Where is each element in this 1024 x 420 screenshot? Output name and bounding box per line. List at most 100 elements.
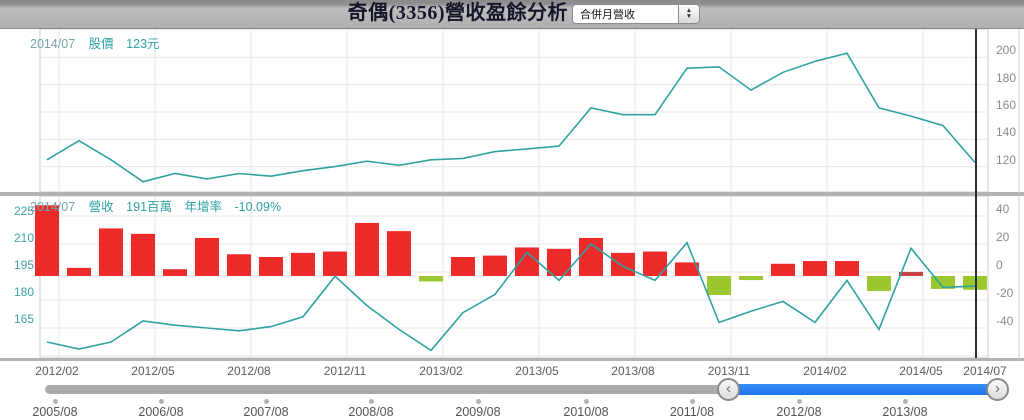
x-axis-label-2014/07: 2014/07: [963, 364, 1007, 378]
timeline-dot-2010/08: [584, 399, 589, 404]
price-ytick-120: 120: [996, 152, 1017, 167]
revenue-bar-2014/04: [867, 276, 891, 291]
timeline-dot-2011/08: [690, 399, 695, 404]
revenue-ytick-right--40: -40: [996, 314, 1014, 328]
x-axis-label-2012/11: 2012/11: [323, 364, 367, 378]
chevron-up-icon: ▲: [685, 6, 693, 14]
revenue-bar-2014/05: [899, 271, 923, 276]
report-type-value: 合併月營收: [572, 4, 678, 24]
revenue-bar-2014/03: [835, 261, 859, 276]
revenue-bar-2013/04: [483, 255, 507, 276]
timeline-left-handle[interactable]: ‹: [717, 378, 740, 401]
revenue-ytick-left-165: 165: [13, 312, 34, 327]
select-stepper-button[interactable]: ▲ ▼: [678, 4, 700, 24]
timeline-date-2005/08: 2005/08: [32, 405, 78, 419]
timeline-dot-2013/08: [903, 399, 908, 404]
price-panel: [39, 28, 989, 193]
revenue-info-value: 191百萬: [126, 200, 173, 214]
yoy-line: [46, 241, 976, 352]
timeline-dot-2008/08: [369, 399, 374, 404]
chevron-left-icon: ‹: [726, 380, 731, 397]
x-axis-label-2013/08: 2013/08: [611, 364, 655, 378]
revenue-bar-2013/03: [451, 256, 475, 276]
revenue-bars: [35, 205, 987, 296]
x-axis-label-2014/02: 2014/02: [803, 364, 847, 378]
x-axis-label-2014/05: 2014/05: [899, 364, 943, 378]
chevron-right-icon: ›: [995, 380, 1000, 397]
revenue-bar-2013/08: [611, 252, 635, 276]
timeline-date-2012/08: 2012/08: [776, 405, 822, 419]
price-ytick-140: 140: [996, 125, 1017, 140]
panel-bottom-edge: [0, 358, 1024, 361]
revenue-bar-2012/07: [195, 237, 219, 276]
timeline-date-2007/08: 2007/08: [243, 405, 289, 419]
yoy-info-value: -10.09%: [234, 200, 282, 214]
revenue-bar-2012/09: [259, 256, 283, 276]
revenue-info-date: 2014/07: [30, 200, 76, 214]
x-axis-label-2013/05: 2013/05: [515, 364, 559, 378]
x-axis-label-2012/08: 2012/08: [227, 364, 271, 378]
price-info-label: 2014/07 股價 123元: [30, 33, 160, 52]
price-info-name: 股價: [88, 37, 114, 51]
revenue-bar-2012/06: [163, 269, 187, 276]
revenue-ytick-left-210: 210: [13, 230, 34, 245]
price-ytick-160: 160: [996, 97, 1017, 112]
timeline-date-2010/08: 2010/08: [563, 405, 609, 419]
report-type-select[interactable]: 合併月營收 ▲ ▼: [572, 4, 700, 24]
price-ytick-180: 180: [996, 70, 1017, 85]
timeline-date-2006/08: 2006/08: [138, 405, 184, 419]
x-axis-label-2013/11: 2013/11: [707, 364, 751, 378]
revenue-ytick-right-40: 40: [996, 202, 1010, 216]
revenue-bar-2013/02: [419, 276, 443, 282]
revenue-bar-2014/02: [803, 261, 827, 276]
timeline-selected-range[interactable]: [729, 384, 997, 395]
header-bar: 奇偶(3356)營收盈餘分析 合併月營收 ▲ ▼: [0, 0, 1024, 29]
timeline-date-2013/08: 2013/08: [882, 405, 928, 419]
revenue-bar-2012/12: [355, 222, 379, 276]
revenue-bar-2013/01: [387, 231, 411, 276]
price-line: [46, 52, 976, 183]
timeline-dot-2006/08: [159, 399, 164, 404]
timeline-dot-2007/08: [264, 399, 269, 404]
revenue-bar-2012/05: [131, 233, 155, 276]
timeline-date-2009/08: 2009/08: [455, 405, 501, 419]
revenue-bar-2012/10: [291, 252, 315, 276]
revenue-bar-2014/01: [771, 263, 795, 276]
revenue-ytick-left-225: 225: [13, 203, 34, 218]
page-title: 奇偶(3356)營收盈餘分析: [347, 2, 568, 24]
revenue-bar-2013/11: [707, 276, 731, 296]
revenue-ytick-right-0: 0: [996, 258, 1003, 272]
revenue-ytick-right--20: -20: [996, 286, 1014, 300]
chevron-down-icon: ▼: [685, 13, 693, 20]
revenue-ytick-left-180: 180: [13, 285, 34, 300]
revenue-info-name: 營收: [88, 200, 114, 214]
revenue-bar-2012/04: [99, 228, 123, 276]
revenue-bar-2012/02: [35, 205, 59, 276]
revenue-bar-2012/03: [67, 267, 91, 276]
revenue-ytick-right-20: 20: [996, 230, 1010, 244]
x-axis-label-2013/02: 2013/02: [419, 364, 463, 378]
price-info-date: 2014/07: [30, 37, 76, 51]
x-axis-label-2012/05: 2012/05: [131, 364, 175, 378]
price-info-value: 123元: [126, 37, 160, 51]
timeline-date-2011/08: 2011/08: [669, 405, 715, 419]
x-axis-label-2012/02: 2012/02: [35, 364, 79, 378]
panel-divider: [0, 192, 1024, 196]
timeline-dot-2009/08: [476, 399, 481, 404]
yoy-info-name: 年增率: [184, 200, 223, 214]
timeline-scrollbar-track[interactable]: [45, 385, 1008, 394]
timeline-date-2008/08: 2008/08: [348, 405, 394, 419]
revenue-bar-2013/09: [643, 251, 667, 276]
timeline-dot-2012/08: [797, 399, 802, 404]
revenue-info-label: 2014/07 營收 191百萬 年增率 -10.09%: [30, 196, 281, 215]
revenue-bar-2012/08: [227, 254, 251, 276]
revenue-panel: [39, 195, 989, 359]
price-ytick-200: 200: [996, 43, 1017, 58]
revenue-bar-2012/11: [323, 251, 347, 276]
timeline-right-handle[interactable]: ›: [986, 378, 1009, 401]
revenue-bar-2013/12: [739, 276, 763, 281]
timeline-dot-2005/08: [53, 399, 58, 404]
revenue-ytick-left-195: 195: [13, 258, 34, 272]
